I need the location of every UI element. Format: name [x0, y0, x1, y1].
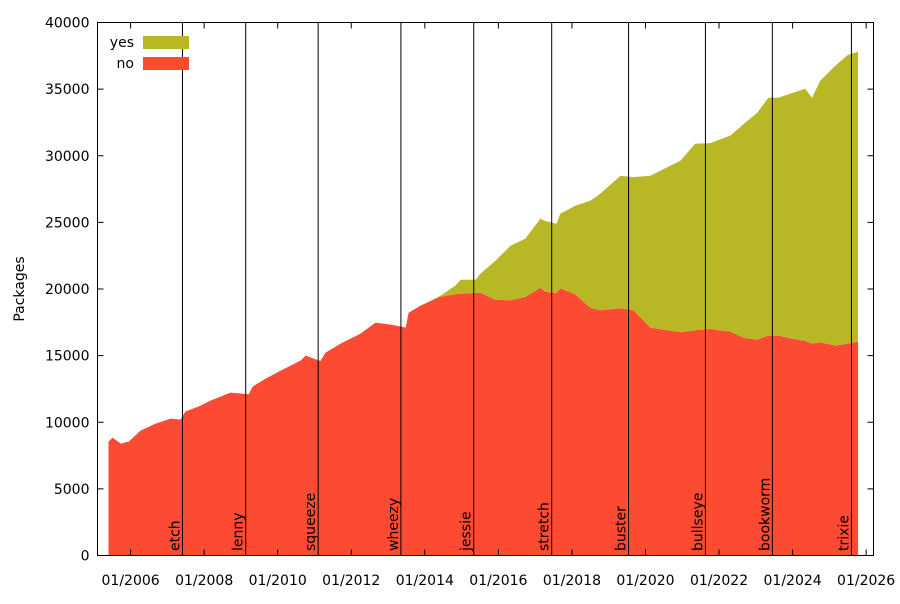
- y-tick-label: 0: [81, 549, 90, 565]
- x-tick-label: 01/2016: [469, 573, 527, 589]
- y-tick-label: 10000: [45, 415, 90, 431]
- x-tick-label: 01/2012: [322, 573, 380, 589]
- release-label-buster: buster: [614, 506, 630, 551]
- area-no: [108, 287, 859, 556]
- x-tick-label: 01/2026: [837, 573, 895, 589]
- release-markers: etch lenny squeeze wheezy jessie stretch buste…: [167, 22, 852, 556]
- release-label-wheezy: wheezy: [386, 498, 402, 551]
- x-tick-label: 01/2022: [690, 573, 748, 589]
- x-tick-label: 01/2006: [102, 573, 160, 589]
- y-tick-label: 30000: [45, 149, 90, 165]
- release-label-trixie: trixie: [836, 515, 852, 551]
- y-tick-label: 40000: [45, 16, 90, 32]
- y-tick-label: 25000: [45, 215, 90, 231]
- y-axis: 0 5000 10000 15000 20000 25000 30000 35000 40000: [45, 16, 874, 565]
- y-axis-label: Packages: [12, 256, 28, 321]
- legend-label-no: no: [117, 56, 134, 72]
- release-label-etch: etch: [167, 520, 183, 551]
- area-series: [108, 51, 859, 556]
- release-label-bullseye: bullseye: [690, 493, 706, 551]
- y-tick-label: 5000: [54, 482, 90, 498]
- release-label-jessie: jessie: [459, 511, 475, 552]
- x-tick-label: 01/2018: [543, 573, 601, 589]
- legend-swatch-no: [143, 57, 189, 70]
- legend-swatch-yes: [143, 36, 189, 49]
- x-tick-label: 01/2020: [616, 573, 674, 589]
- x-tick-label: 01/2024: [764, 573, 822, 589]
- release-label-bookworm: bookworm: [757, 478, 773, 551]
- x-tick-label: 01/2014: [396, 573, 454, 589]
- y-tick-label: 15000: [45, 349, 90, 365]
- x-tick-label: 01/2010: [249, 573, 307, 589]
- area-yes: [108, 51, 859, 444]
- x-axis: 01/2006 01/2008 01/2010 01/2012 01/2014 01/20…: [102, 22, 895, 589]
- legend-label-yes: yes: [110, 35, 134, 51]
- release-label-stretch: stretch: [537, 502, 553, 551]
- x-tick-label: 01/2008: [175, 573, 233, 589]
- y-tick-label: 35000: [45, 82, 90, 98]
- y-tick-label: 20000: [45, 282, 90, 298]
- legend: yes no: [110, 35, 189, 72]
- release-label-lenny: lenny: [231, 512, 247, 551]
- release-label-squeeze: squeeze: [303, 493, 319, 551]
